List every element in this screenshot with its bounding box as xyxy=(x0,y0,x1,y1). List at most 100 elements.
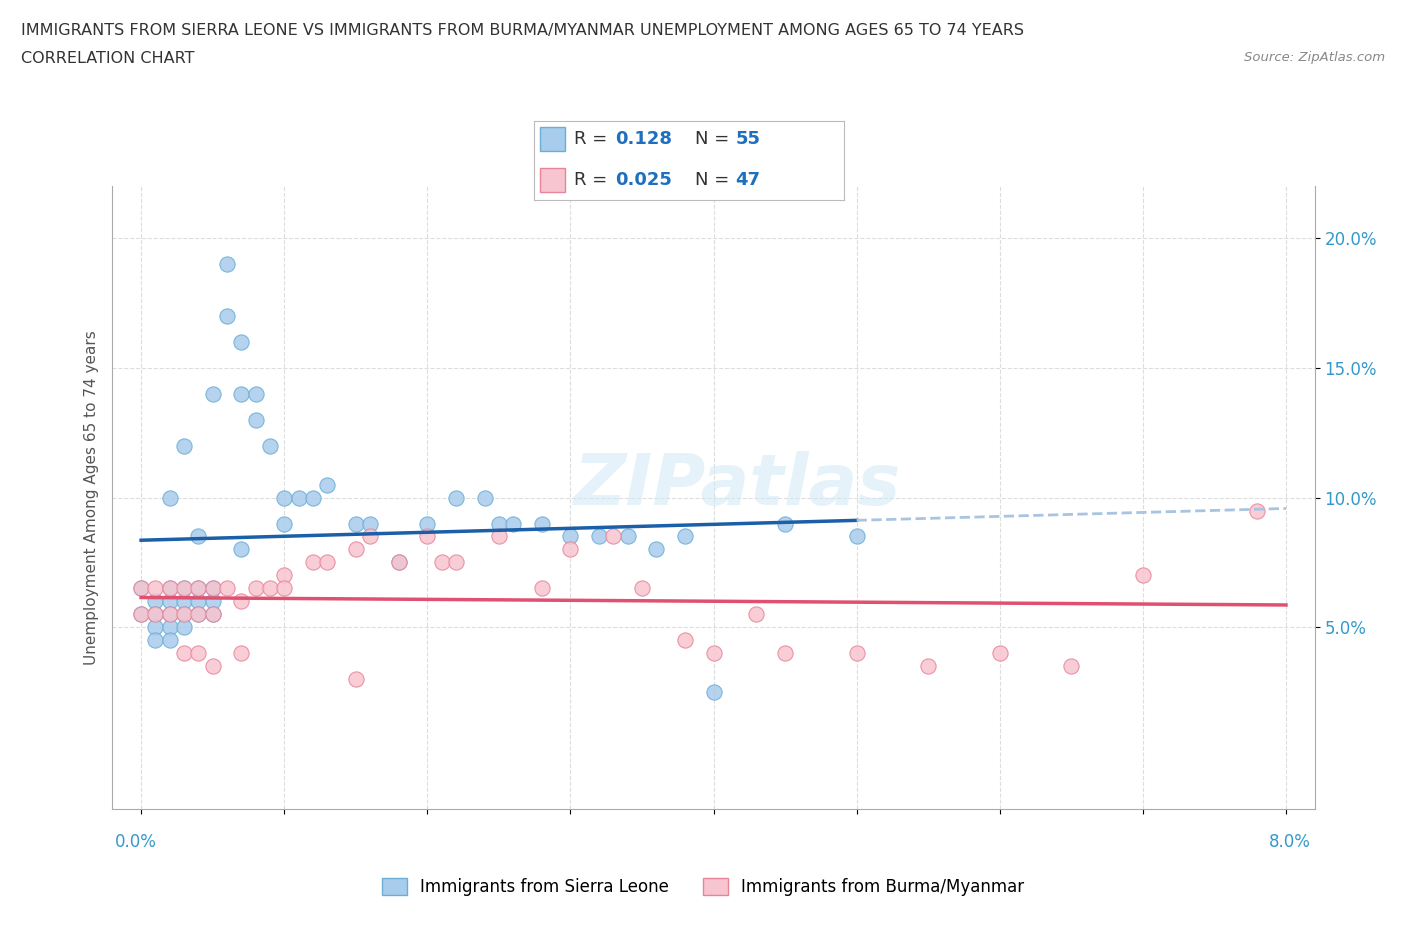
Point xyxy=(159,581,181,596)
Point xyxy=(1246,503,1268,518)
Point xyxy=(773,516,796,531)
Point xyxy=(560,529,582,544)
Point xyxy=(673,633,696,648)
Point xyxy=(673,529,696,544)
Point xyxy=(416,516,439,531)
Point xyxy=(273,568,295,583)
Point xyxy=(201,607,224,622)
Point xyxy=(187,607,209,622)
Point xyxy=(145,594,167,609)
Point xyxy=(187,529,209,544)
Point xyxy=(129,607,152,622)
Legend: Immigrants from Sierra Leone, Immigrants from Burma/Myanmar: Immigrants from Sierra Leone, Immigrants… xyxy=(375,871,1031,903)
Point xyxy=(187,645,209,660)
Text: Source: ZipAtlas.com: Source: ZipAtlas.com xyxy=(1244,51,1385,64)
Point xyxy=(344,671,367,686)
Point xyxy=(159,633,181,648)
Point xyxy=(359,529,381,544)
Text: 0.128: 0.128 xyxy=(614,129,672,148)
Point xyxy=(359,516,381,531)
Point xyxy=(145,581,167,596)
Point xyxy=(201,607,224,622)
Point xyxy=(145,633,167,648)
Point xyxy=(344,516,367,531)
Point xyxy=(245,412,267,427)
Point xyxy=(702,645,725,660)
Point xyxy=(444,555,467,570)
Point xyxy=(215,257,238,272)
Point xyxy=(129,581,152,596)
Point xyxy=(173,581,195,596)
Point xyxy=(245,386,267,401)
Point xyxy=(530,581,553,596)
Point xyxy=(416,529,439,544)
Point xyxy=(201,658,224,673)
Point xyxy=(602,529,624,544)
Text: CORRELATION CHART: CORRELATION CHART xyxy=(21,51,194,66)
Point xyxy=(201,386,224,401)
Point xyxy=(287,490,309,505)
Point xyxy=(488,529,510,544)
Point xyxy=(388,555,411,570)
Point xyxy=(231,594,253,609)
Point xyxy=(845,645,868,660)
Point xyxy=(745,607,768,622)
Point xyxy=(159,490,181,505)
Point xyxy=(201,581,224,596)
Point xyxy=(129,607,152,622)
Point xyxy=(231,386,253,401)
Point xyxy=(201,581,224,596)
Point xyxy=(344,542,367,557)
Point xyxy=(231,542,253,557)
FancyBboxPatch shape xyxy=(540,168,565,193)
Point xyxy=(474,490,496,505)
Point xyxy=(631,581,654,596)
Point xyxy=(316,555,339,570)
Text: 0.0%: 0.0% xyxy=(115,832,157,851)
Point xyxy=(231,334,253,349)
Point xyxy=(145,607,167,622)
Point xyxy=(588,529,610,544)
Point xyxy=(159,607,181,622)
Text: N =: N = xyxy=(695,171,730,189)
Point xyxy=(530,516,553,531)
Point xyxy=(273,581,295,596)
Point xyxy=(215,581,238,596)
Point xyxy=(231,645,253,660)
Point xyxy=(159,594,181,609)
Point xyxy=(173,645,195,660)
Text: 47: 47 xyxy=(735,171,761,189)
Point xyxy=(145,607,167,622)
Point xyxy=(187,607,209,622)
Text: IMMIGRANTS FROM SIERRA LEONE VS IMMIGRANTS FROM BURMA/MYANMAR UNEMPLOYMENT AMONG: IMMIGRANTS FROM SIERRA LEONE VS IMMIGRAN… xyxy=(21,23,1024,38)
Point xyxy=(201,594,224,609)
Text: R =: R = xyxy=(575,129,607,148)
Point xyxy=(616,529,638,544)
Point xyxy=(845,529,868,544)
Point xyxy=(316,477,339,492)
Point xyxy=(173,620,195,635)
Point xyxy=(430,555,453,570)
Point xyxy=(702,684,725,699)
Point xyxy=(273,490,295,505)
Point xyxy=(388,555,411,570)
Point xyxy=(173,594,195,609)
Point xyxy=(129,581,152,596)
Point xyxy=(301,555,323,570)
Point xyxy=(1060,658,1083,673)
Text: 0.025: 0.025 xyxy=(614,171,672,189)
Text: N =: N = xyxy=(695,129,730,148)
Text: 8.0%: 8.0% xyxy=(1268,832,1310,851)
Point xyxy=(173,438,195,453)
Point xyxy=(502,516,524,531)
Point xyxy=(488,516,510,531)
Text: ZIPatlas: ZIPatlas xyxy=(574,451,901,520)
Point xyxy=(173,607,195,622)
Point xyxy=(259,438,281,453)
Point xyxy=(645,542,668,557)
Point xyxy=(159,620,181,635)
Point xyxy=(173,581,195,596)
Point xyxy=(560,542,582,557)
Point xyxy=(173,607,195,622)
Point xyxy=(444,490,467,505)
